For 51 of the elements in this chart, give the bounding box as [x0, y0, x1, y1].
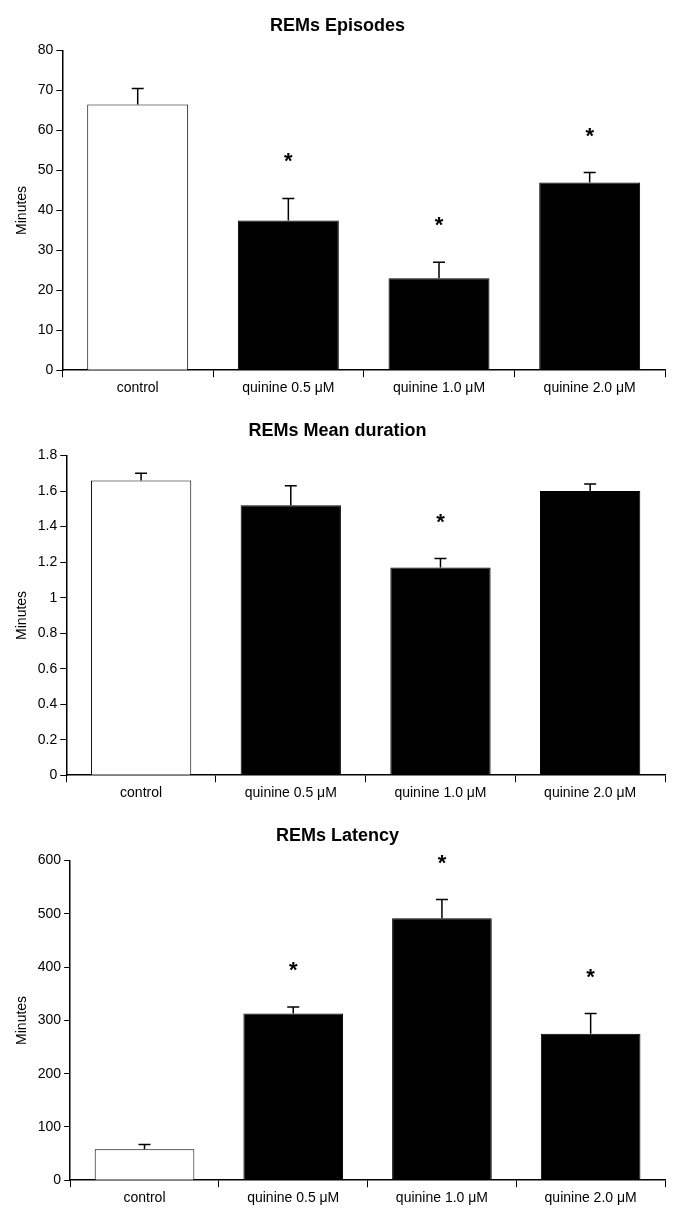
annotation: * [585, 122, 595, 148]
y-tick-label: 50 [37, 161, 54, 178]
annotation: * [288, 957, 298, 983]
y-tick-label: 0 [45, 361, 54, 378]
y-tick-label: 500 [37, 904, 62, 921]
y-axis-title: Minutes [13, 995, 30, 1045]
y-tick-label: 300 [37, 1011, 62, 1028]
y-tick-label: 10 [37, 321, 54, 338]
y-axis-title: Minutes [13, 590, 30, 640]
y-tick-label: 80 [37, 41, 54, 58]
x-tick-label: quinine 2.0 μM [544, 1189, 637, 1206]
y-tick-label: 0.6 [37, 659, 58, 676]
x-tick-label: quinine 2.0 μM [543, 379, 636, 396]
y-tick-label: 0.8 [37, 624, 58, 641]
annotation: * [434, 212, 444, 238]
x-tick-label: quinine 2.0 μM [544, 784, 637, 801]
x-tick-label: quinine 1.0 μM [395, 1189, 488, 1206]
x-tick-label: quinine 1.0 μM [392, 379, 486, 396]
y-tick-label: 1 [49, 588, 58, 605]
x-tick-label: control [120, 784, 163, 801]
y-tick-label: 20 [37, 281, 54, 298]
y-tick-label: 0 [53, 1171, 62, 1188]
x-tick-label: quinine 0.5 μM [244, 784, 337, 801]
y-tick-label: 1.6 [37, 481, 58, 498]
x-tick-label: control [116, 379, 159, 396]
chart-title: REMs Mean duration [248, 419, 427, 440]
y-tick-label: 400 [37, 957, 62, 974]
chart-title: REMs Latency [275, 824, 400, 845]
y-tick-label: 1.2 [37, 552, 58, 569]
y-tick-label: 600 [37, 851, 62, 868]
y-tick-label: 60 [37, 121, 54, 138]
annotation: * [284, 148, 294, 174]
x-tick-label: quinine 1.0 μM [394, 784, 487, 801]
x-tick-label: quinine 0.5 μM [247, 1189, 340, 1206]
chart-title: REMs Episodes [269, 14, 406, 35]
y-tick-label: 0 [49, 766, 58, 783]
y-axis-title: Minutes [13, 185, 30, 235]
annotation: * [586, 963, 596, 989]
y-tick-label: 1.4 [37, 517, 58, 534]
y-tick-label: 30 [37, 241, 54, 258]
y-tick-label: 1.8 [37, 446, 58, 463]
y-tick-label: 200 [37, 1064, 62, 1081]
y-tick-label: 100 [37, 1117, 62, 1134]
annotation: * [437, 849, 447, 875]
y-tick-label: 0.2 [37, 730, 58, 747]
x-tick-label: quinine 0.5 μM [242, 379, 335, 396]
annotation: * [436, 508, 446, 534]
x-tick-label: control [123, 1189, 166, 1206]
y-tick-label: 70 [37, 81, 54, 98]
y-tick-label: 0.4 [37, 695, 58, 712]
y-tick-label: 40 [37, 201, 54, 218]
